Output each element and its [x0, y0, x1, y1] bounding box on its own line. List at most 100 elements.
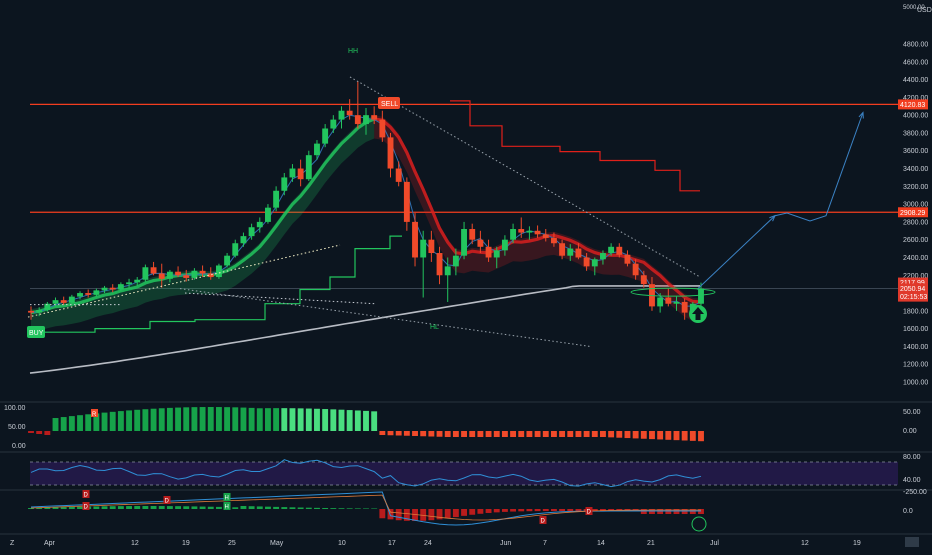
candle-body[interactable]: [305, 155, 312, 180]
candle-body[interactable]: [461, 229, 467, 256]
momentum-bar[interactable]: [379, 431, 386, 435]
momentum-bar[interactable]: [191, 407, 198, 431]
macd-highlight[interactable]: [691, 516, 707, 532]
price-pane[interactable]: [27, 76, 898, 374]
macd-bar[interactable]: [461, 509, 467, 516]
momentum-bar[interactable]: [85, 414, 92, 431]
moving-average-200[interactable]: [29, 285, 700, 374]
momentum-bar[interactable]: [215, 407, 222, 431]
macd-bar[interactable]: [109, 506, 116, 509]
momentum-bar[interactable]: [526, 431, 533, 437]
macd-bar[interactable]: [207, 506, 214, 509]
candle-body[interactable]: [501, 239, 508, 251]
candle-body[interactable]: [191, 270, 198, 278]
candle-body[interactable]: [60, 300, 67, 303]
candle-body[interactable]: [444, 266, 451, 276]
rsi-pane[interactable]: [30, 459, 898, 488]
momentum-bar[interactable]: [698, 431, 704, 442]
candle-body[interactable]: [673, 301, 680, 304]
momentum-bar[interactable]: [583, 431, 590, 437]
momentum-bar[interactable]: [265, 408, 271, 431]
momentum-bar[interactable]: [330, 409, 337, 431]
momentum-bar[interactable]: [681, 431, 688, 441]
candle-body[interactable]: [632, 263, 639, 276]
candle-body[interactable]: [330, 119, 337, 129]
momentum-bar[interactable]: [567, 431, 574, 437]
momentum-bar[interactable]: [534, 431, 541, 437]
momentum-bar[interactable]: [207, 407, 214, 431]
dotted-trendline[interactable]: [27, 244, 341, 318]
momentum-bar[interactable]: [371, 411, 378, 431]
macd-bar[interactable]: [534, 509, 541, 512]
macd-bar[interactable]: [314, 507, 320, 509]
momentum-bar[interactable]: [93, 413, 100, 431]
macd-bar[interactable]: [281, 507, 288, 509]
candle-body[interactable]: [387, 137, 394, 169]
highlight-ellipse[interactable]: [630, 287, 716, 297]
momentum-pane[interactable]: [28, 407, 704, 442]
momentum-bar[interactable]: [591, 431, 598, 437]
macd-bar[interactable]: [403, 509, 410, 521]
momentum-bar[interactable]: [550, 431, 557, 437]
candle-body[interactable]: [224, 255, 231, 266]
macd-bar[interactable]: [101, 506, 108, 509]
candle-body[interactable]: [28, 310, 34, 313]
momentum-bar[interactable]: [150, 408, 157, 431]
macd-bar[interactable]: [354, 508, 361, 509]
momentum-bar[interactable]: [477, 431, 484, 437]
macd-bar[interactable]: [305, 507, 312, 509]
momentum-bar[interactable]: [640, 431, 647, 439]
macd-bar[interactable]: [501, 509, 508, 512]
momentum-bar[interactable]: [117, 411, 124, 431]
momentum-bar[interactable]: [77, 415, 83, 431]
candle-body[interactable]: [346, 110, 353, 116]
candle-body[interactable]: [175, 271, 182, 276]
macd-bar[interactable]: [93, 506, 100, 509]
candle-body[interactable]: [591, 259, 598, 267]
candle-body[interactable]: [363, 115, 369, 125]
momentum-bar[interactable]: [689, 431, 696, 441]
candle-body[interactable]: [559, 243, 566, 256]
candle-body[interactable]: [379, 119, 386, 138]
macd-bar[interactable]: [550, 509, 557, 512]
momentum-bar[interactable]: [510, 431, 517, 437]
candle-body[interactable]: [232, 243, 239, 256]
momentum-bar[interactable]: [60, 417, 67, 431]
momentum-bar[interactable]: [240, 407, 247, 431]
macd-bar[interactable]: [452, 509, 459, 518]
macd-bar[interactable]: [395, 509, 402, 521]
macd-bar[interactable]: [297, 507, 304, 509]
momentum-bar[interactable]: [501, 431, 508, 437]
candle-body[interactable]: [248, 227, 255, 237]
momentum-bar[interactable]: [134, 409, 141, 431]
candle-body[interactable]: [469, 229, 476, 240]
supertrend-bear[interactable]: [450, 100, 700, 192]
macd-bar[interactable]: [567, 509, 574, 512]
candle-body[interactable]: [428, 239, 435, 254]
candle-body[interactable]: [281, 177, 288, 191]
momentum-bar[interactable]: [68, 416, 75, 431]
candle-body[interactable]: [166, 271, 173, 279]
candle-body[interactable]: [322, 128, 329, 144]
macd-bar[interactable]: [477, 509, 484, 514]
momentum-bar[interactable]: [542, 431, 549, 437]
candle-body[interactable]: [526, 230, 533, 233]
momentum-bar[interactable]: [436, 431, 443, 437]
projection-path[interactable]: [696, 112, 864, 290]
momentum-bar[interactable]: [575, 431, 582, 437]
candle-body[interactable]: [542, 234, 549, 238]
candle-body[interactable]: [657, 297, 664, 307]
candle-body[interactable]: [354, 115, 361, 125]
candle-body[interactable]: [142, 267, 149, 280]
candle-body[interactable]: [452, 255, 459, 267]
macd-bar[interactable]: [248, 506, 255, 509]
momentum-bar[interactable]: [273, 408, 280, 431]
momentum-bar[interactable]: [28, 431, 34, 433]
macd-bar[interactable]: [44, 507, 51, 509]
momentum-bar[interactable]: [346, 410, 353, 431]
macd-bar[interactable]: [330, 508, 337, 509]
momentum-bar[interactable]: [485, 431, 492, 437]
momentum-bar[interactable]: [387, 431, 394, 436]
momentum-bar[interactable]: [126, 410, 132, 431]
momentum-bar[interactable]: [158, 408, 165, 431]
